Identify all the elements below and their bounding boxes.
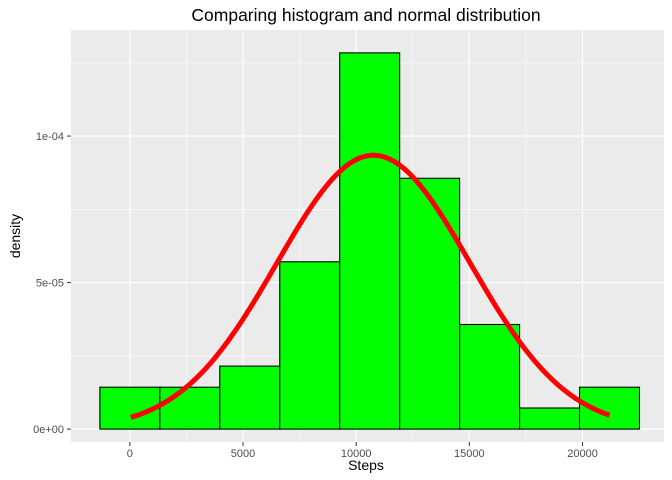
y-axis: 0e+00 5e-05 1e-04 — [33, 131, 71, 436]
x-tick-label: 5000 — [231, 448, 255, 460]
histogram-bar — [159, 386, 221, 430]
histogram-bars — [99, 52, 641, 430]
histogram-bar — [219, 365, 281, 430]
x-tick-label: 10000 — [341, 448, 372, 460]
histogram-bar — [279, 261, 341, 430]
chart-title: Comparing histogram and normal distribut… — [191, 5, 540, 25]
histogram-bar — [399, 177, 461, 430]
y-tick-label: 1e-04 — [36, 131, 64, 143]
y-axis-title: density — [7, 214, 23, 258]
y-tick-label: 5e-05 — [36, 278, 64, 290]
histogram-bar — [459, 323, 521, 430]
normal-distribution-curve — [130, 152, 611, 420]
x-tick-label: 15000 — [454, 448, 485, 460]
x-axis: 0 5000 10000 15000 20000 — [127, 442, 598, 460]
histogram-bar — [519, 407, 581, 430]
histogram-bar — [339, 52, 401, 430]
x-axis-title: Steps — [348, 457, 384, 473]
y-tick-label: 0e+00 — [33, 424, 64, 436]
x-tick-label: 20000 — [567, 448, 598, 460]
x-tick-label: 0 — [127, 448, 133, 460]
